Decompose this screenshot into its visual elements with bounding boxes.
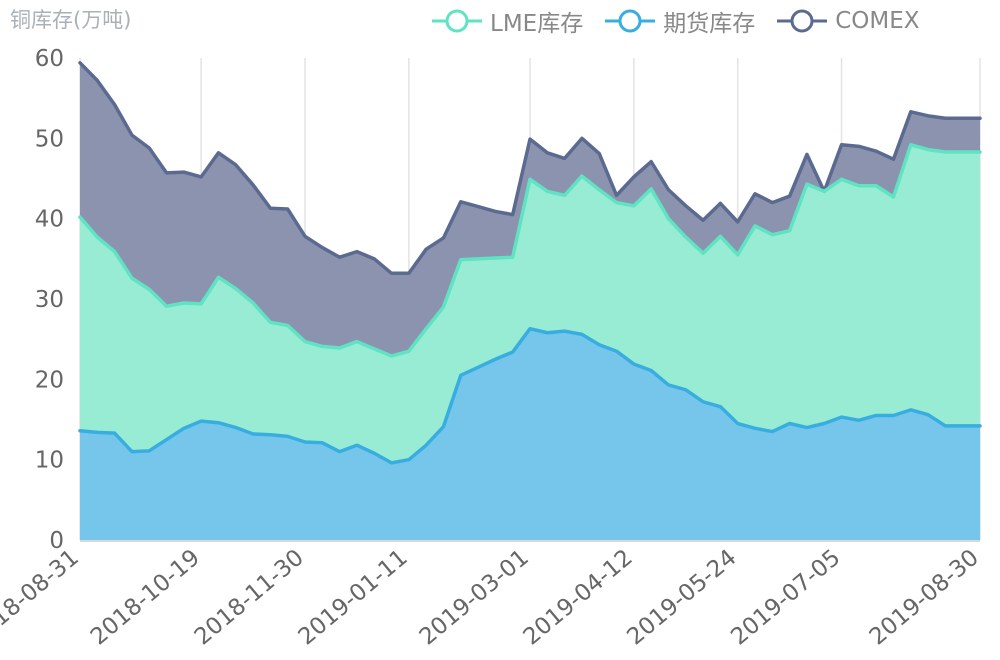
y-tick-label-0: 0 xyxy=(49,528,64,554)
x-tick-label-6: 2019-05-24 xyxy=(622,545,741,651)
y-tick-label-2: 20 xyxy=(35,367,64,393)
legend-circle-icon xyxy=(432,9,482,33)
legend-item-1[interactable]: LME库存 xyxy=(432,4,583,38)
series-2-line xyxy=(78,61,982,276)
legend-label: COMEX xyxy=(835,8,920,34)
series-0-area xyxy=(80,328,980,540)
x-tick-label-1: 2018-10-19 xyxy=(86,545,205,651)
legend-item-0[interactable]: 期货库存 xyxy=(605,4,755,38)
series-0-line xyxy=(78,326,982,465)
area-series xyxy=(78,61,982,540)
x-tick-label-0: 2018-08-31 xyxy=(0,545,84,651)
legend-circle-icon xyxy=(605,9,656,33)
x-tick-label-2: 2018-11-30 xyxy=(190,545,309,651)
x-tick-label-5: 2019-04-12 xyxy=(519,545,638,651)
x-tick-label-8: 2019-08-30 xyxy=(865,545,984,651)
legend-circle-icon xyxy=(777,9,828,33)
y-tick-label-1: 10 xyxy=(35,448,64,474)
legend-label: LME库存 xyxy=(490,11,584,37)
x-tick-label-4: 2019-03-01 xyxy=(415,545,534,651)
legend-label: 期货库存 xyxy=(663,11,756,37)
x-tick-label-3: 2019-01-11 xyxy=(294,545,413,651)
y-tick-label-4: 40 xyxy=(35,207,64,233)
y-axis-unit-label: 铜库存(万吨) xyxy=(10,8,132,32)
legend-item-2[interactable]: COMEX xyxy=(777,8,920,34)
y-tick-label-6: 60 xyxy=(35,46,64,72)
chart-legend: LME库存 期货库存 COMEX xyxy=(432,4,920,38)
y-tick-label-5: 50 xyxy=(35,126,64,152)
x-tick-label-7: 2019-07-05 xyxy=(726,545,845,651)
series-1-line xyxy=(78,143,982,358)
y-tick-label-3: 30 xyxy=(35,287,64,313)
